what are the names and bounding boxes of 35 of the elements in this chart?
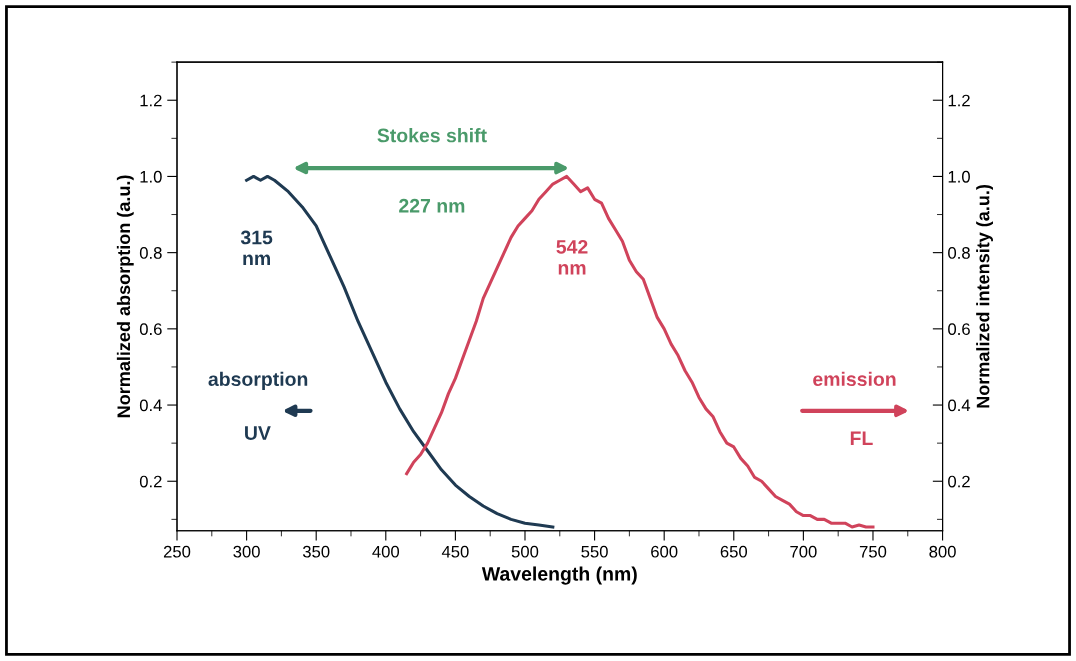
x-tick-label: 750 <box>859 545 887 558</box>
y2-axis-title: Normalized intensity (a.u.) <box>976 184 993 408</box>
annotation: emission <box>813 371 896 387</box>
x-tick-label: 450 <box>441 545 469 558</box>
y-tick-label: 0.8 <box>139 247 162 259</box>
x-tick-label: 300 <box>233 545 260 558</box>
y2-tick-label: 0.2 <box>948 475 970 488</box>
y-tick-label: 0.4 <box>139 399 162 412</box>
annotation: UV <box>245 426 271 440</box>
x-tick-label: 500 <box>511 545 539 558</box>
annotation: 227 nm <box>399 198 465 213</box>
y2-tick-label: 0.4 <box>948 399 971 412</box>
y2-tick-label: 1.2 <box>948 94 970 107</box>
x-tick-label: 600 <box>651 545 678 558</box>
y-tick-label: 1.2 <box>140 94 162 107</box>
x-tick-label: 700 <box>790 545 817 558</box>
y-tick-label: 1.0 <box>140 170 162 183</box>
x-tick-label: 350 <box>302 545 330 558</box>
x-axis-title: Wavelength (nm) <box>481 566 637 585</box>
y-tick-label: 0.2 <box>139 475 162 488</box>
annotation: 315 nm <box>240 230 273 266</box>
y2-tick-label: 1.0 <box>948 170 970 183</box>
y2-tick-label: 0.8 <box>948 247 970 259</box>
y2-tick-label: 0.6 <box>948 323 970 336</box>
annotation: Stokes shift <box>377 128 487 143</box>
x-tick-label: 550 <box>581 545 608 558</box>
x-tick-label: 800 <box>929 545 956 558</box>
annotation: absorption <box>208 371 308 390</box>
x-tick-label: 400 <box>372 545 400 558</box>
annotation: FL <box>850 431 873 445</box>
x-tick-label: 250 <box>163 545 191 558</box>
x-tick-label: 650 <box>720 545 748 558</box>
annotation: 542 nm <box>556 239 588 275</box>
y-tick-label: 0.6 <box>139 323 162 336</box>
y-axis-title: Normalized absorption (a.u.) <box>116 175 134 418</box>
